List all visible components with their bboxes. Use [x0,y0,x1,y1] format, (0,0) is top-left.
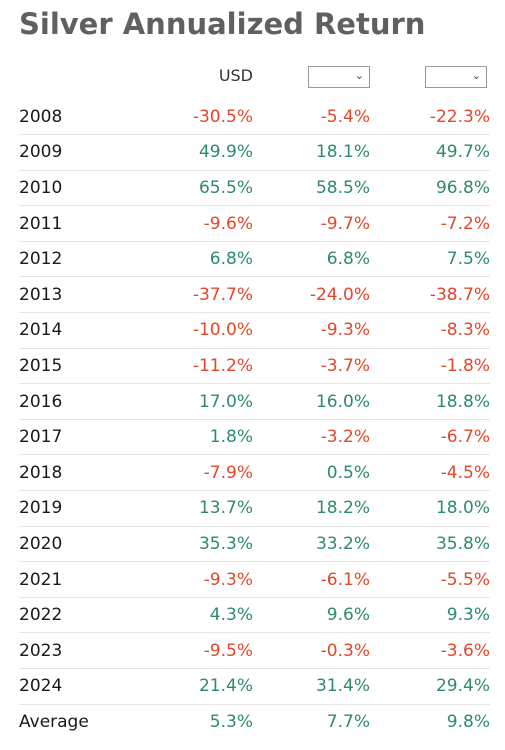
table-row: 2015 -11.2% -3.7% -1.8% [19,347,490,384]
year-cell: 2020 [19,525,139,562]
return-cell: -24.0% [253,276,370,313]
return-cell: 7.5% [370,240,490,277]
year-cell: 2024 [19,668,139,705]
return-cell: 6.8% [139,240,253,277]
return-cell: -37.7% [139,276,253,313]
return-cell: 21.4% [139,668,253,705]
return-cell: 58.5% [253,169,370,206]
table-row: 2019 13.7% 18.2% 18.0% [19,490,490,527]
return-cell: -6.7% [370,418,490,455]
return-cell: -5.4% [320,106,370,127]
year-cell: 2010 [19,169,139,206]
year-cell: 2013 [19,276,139,313]
return-cell: 33.2% [253,525,370,562]
table-header: USD ⌄ ⌄ [0,60,505,96]
year-cell: 2019 [19,490,139,527]
table-row: 2014 -10.0% -9.3% -8.3% [19,312,490,349]
return-cell: 17.0% [139,383,253,420]
return-cell: 18.0% [370,490,490,527]
return-cell: -4.5% [370,454,490,491]
return-cell: -7.2% [370,205,490,242]
return-cell: -1.8% [370,347,490,384]
return-cell: -5.5% [370,561,490,598]
table-row: 2008 -30.5% -5.4% -22.3% [19,99,490,135]
return-cell: 4.3% [139,596,253,633]
return-cell: -3.7% [253,347,370,384]
page-title: Silver Annualized Return [19,7,426,41]
table-row: 2012 6.8% 6.8% 7.5% [19,240,490,277]
return-cell: 1.8% [139,418,253,455]
return-cell: -8.3% [370,312,490,349]
return-cell: 9.6% [253,596,370,633]
table-row: 2020 35.3% 33.2% 35.8% [19,525,490,562]
table-row: 2024 21.4% 31.4% 29.4% [19,668,490,705]
return-cell: -9.3% [253,312,370,349]
table-row: 2023 -9.5% -0.3% -3.6% [19,632,490,669]
year-cell: 2008 [19,106,63,127]
return-cell: -6.1% [253,561,370,598]
chevron-down-icon: ⌄ [471,69,481,82]
year-cell: 2012 [19,240,139,277]
table-row: 2011 -9.6% -9.7% -7.2% [19,205,490,242]
return-cell: 49.7% [370,134,490,171]
return-cell: 9.3% [370,596,490,633]
table-row: 2016 17.0% 16.0% 18.8% [19,383,490,420]
return-cell: -30.5% [192,106,253,127]
return-cell: -11.2% [139,347,253,384]
year-cell: 2022 [19,596,139,633]
return-cell: -22.3% [429,106,490,127]
return-cell: 96.8% [370,169,490,206]
table-row: 2009 49.9% 18.1% 49.7% [19,134,490,171]
return-cell: -38.7% [370,276,490,313]
return-cell: 6.8% [253,240,370,277]
return-cell: 9.8% [370,703,490,740]
average-row: Average 5.3% 7.7% 9.8% [19,703,490,740]
return-cell: 31.4% [253,668,370,705]
currency-select-2[interactable]: ⌄ [425,66,487,88]
return-cell: -9.3% [139,561,253,598]
return-cell: 18.2% [253,490,370,527]
return-cell: 7.7% [253,703,370,740]
return-cell: 35.8% [370,525,490,562]
year-cell: Average [19,703,139,740]
return-cell: 29.4% [370,668,490,705]
year-cell: 2018 [19,454,139,491]
year-cell: 2016 [19,383,139,420]
return-cell: 13.7% [139,490,253,527]
table-row: 2022 4.3% 9.6% 9.3% [19,596,490,633]
return-cell: -3.2% [253,418,370,455]
table-row: 2017 1.8% -3.2% -6.7% [19,418,490,455]
return-cell: 0.5% [253,454,370,491]
currency-select-1[interactable]: ⌄ [308,66,370,88]
year-cell: 2011 [19,205,139,242]
return-cell: -0.3% [253,632,370,669]
return-cell: -7.9% [139,454,253,491]
table-row: 2018 -7.9% 0.5% -4.5% [19,454,490,491]
year-cell: 2015 [19,347,139,384]
return-cell: 16.0% [253,383,370,420]
table-row: 2013 -37.7% -24.0% -38.7% [19,276,490,313]
return-cell: 49.9% [139,134,253,171]
return-cell: 35.3% [139,525,253,562]
return-cell: -3.6% [370,632,490,669]
year-cell: 2014 [19,312,139,349]
returns-table: 2008 -30.5% -5.4% -22.3% 2009 49.9% 18.1% 49.7%… [19,99,490,740]
return-cell: -9.5% [139,632,253,669]
year-cell: 2017 [19,418,139,455]
year-cell: 2009 [19,134,139,171]
column-header-usd: USD [218,66,253,85]
year-cell: 2023 [19,632,139,669]
return-cell: -9.7% [253,205,370,242]
return-cell: -10.0% [139,312,253,349]
return-cell: -9.6% [139,205,253,242]
return-cell: 65.5% [139,169,253,206]
table-row: 2021 -9.3% -6.1% -5.5% [19,561,490,598]
return-cell: 18.1% [253,134,370,171]
chevron-down-icon: ⌄ [354,69,364,82]
table-row: 2010 65.5% 58.5% 96.8% [19,169,490,206]
return-cell: 5.3% [139,703,253,740]
year-cell: 2021 [19,561,139,598]
return-cell: 18.8% [370,383,490,420]
